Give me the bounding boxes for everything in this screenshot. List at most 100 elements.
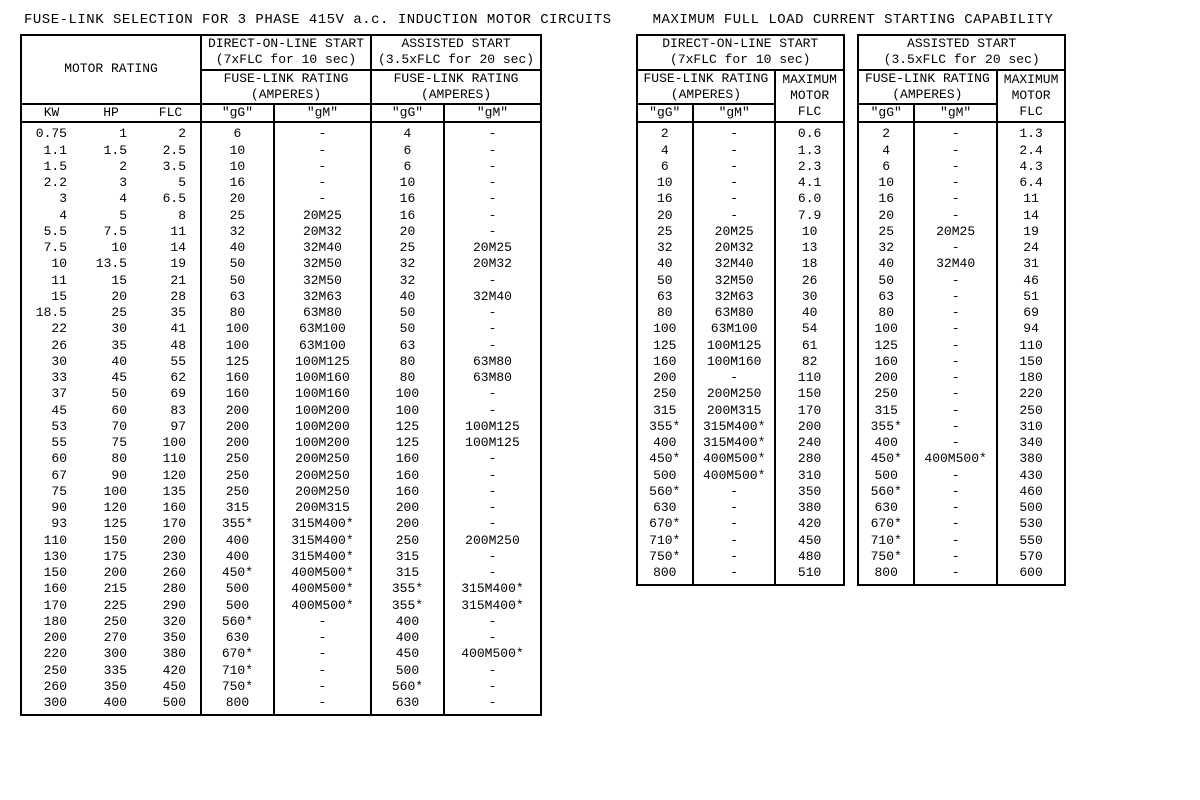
cell-dol-gm: -: [274, 191, 371, 207]
left-block: FUSE-LINK SELECTION FOR 3 PHASE 415V a.c…: [20, 12, 612, 716]
table-row: 6790120250200M250160-: [21, 468, 541, 484]
cell-dol-gm: 100M160: [274, 386, 371, 402]
cell-gm: 20M25: [914, 224, 996, 240]
cell-hp: 13.5: [81, 256, 141, 272]
cell-hp: 1: [81, 126, 141, 142]
cell-assist-gm: 20M25: [444, 240, 541, 256]
cell-maxflc: 340: [997, 435, 1066, 451]
cell-gm: -: [914, 191, 996, 207]
cell-assist-gm: -: [444, 191, 541, 207]
cell-hp: 90: [81, 468, 141, 484]
cell-hp: 400: [81, 695, 141, 711]
cell-flc: 28: [141, 289, 201, 305]
cell-gm: 100M125: [693, 338, 775, 354]
cell-gm: -: [914, 338, 996, 354]
table-row: 6-4.3: [858, 159, 1065, 175]
cell-hp: 50: [81, 386, 141, 402]
cell-assist-gm: 200M250: [444, 533, 541, 549]
cell-hp: 80: [81, 451, 141, 467]
table-row: 200-180: [858, 370, 1065, 386]
cell-dol-gg: 80: [201, 305, 274, 321]
cell-hp: 15: [81, 273, 141, 289]
cell-gm: -: [693, 143, 775, 159]
cell-assist-gm: 63M80: [444, 370, 541, 386]
table-row: 10-4.1: [637, 175, 844, 191]
hdr-dol: DIRECT-ON-LINE START (7xFLC for 10 sec): [201, 35, 371, 70]
cell-gg: 710*: [858, 533, 915, 549]
cell-gm: -: [914, 159, 996, 175]
cell-flc: 83: [141, 403, 201, 419]
cell-assist-gg: 560*: [371, 679, 444, 695]
cell-assist-gg: 200: [371, 516, 444, 532]
cell-gm: -: [914, 305, 996, 321]
hdr-maxflc-dol-l1: MAXIMUM: [782, 72, 837, 88]
cell-gg: 200: [858, 370, 915, 386]
table-row: 125100M12561: [637, 338, 844, 354]
cell-assist-gg: 200: [371, 500, 444, 516]
hdr-fuse-assist-r-l1: FUSE-LINK RATING: [865, 71, 990, 87]
cell-gm: 400M500*: [914, 451, 996, 467]
cell-flc: 5: [141, 175, 201, 191]
cell-kw: 200: [21, 630, 81, 646]
cell-flc: 350: [141, 630, 201, 646]
cell-gg: 630: [858, 500, 915, 516]
cell-gg: 6: [858, 159, 915, 175]
cell-hp: 10: [81, 240, 141, 256]
cell-gg: 100: [637, 321, 694, 337]
cell-kw: 75: [21, 484, 81, 500]
cell-assist-gm: 32M40: [444, 289, 541, 305]
cell-assist-gm: -: [444, 663, 541, 679]
cell-assist-gg: 25: [371, 240, 444, 256]
cell-dol-gg: 710*: [201, 663, 274, 679]
cell-assist-gm: -: [444, 549, 541, 565]
table-row: 375069160100M160100-: [21, 386, 541, 402]
hdr-fuse-dol-r-l2: (AMPERES): [644, 87, 769, 103]
cell-gm: -: [693, 370, 775, 386]
cell-assist-gg: 100: [371, 386, 444, 402]
table-row: 200270350630-400-: [21, 630, 541, 646]
cell-assist-gm: 100M125: [444, 435, 541, 451]
cell-hp: 1.5: [81, 143, 141, 159]
hdr-dol-gg: "gG": [201, 104, 274, 122]
cell-assist-gm: -: [444, 143, 541, 159]
cell-gm: -: [693, 175, 775, 191]
cell-maxflc: 26: [775, 273, 844, 289]
cell-assist-gg: 32: [371, 256, 444, 272]
cell-gm: 400M500*: [693, 468, 775, 484]
cell-dol-gg: 400: [201, 549, 274, 565]
table-row: 300400500800-630-: [21, 695, 541, 711]
table-row: 1520286332M634032M40: [21, 289, 541, 305]
cell-flc: 41: [141, 321, 201, 337]
cell-gg: 16: [637, 191, 694, 207]
cell-assist-gm: -: [444, 224, 541, 240]
hdr-dol-r-l2: (7xFLC for 10 sec): [644, 52, 837, 68]
cell-assist-gg: 315: [371, 565, 444, 581]
cell-gm: 63M100: [693, 321, 775, 337]
cell-dol-gg: 100: [201, 338, 274, 354]
cell-dol-gm: 32M40: [274, 240, 371, 256]
cell-assist-gg: 400: [371, 614, 444, 630]
cell-hp: 3: [81, 175, 141, 191]
cell-assist-gm: -: [444, 451, 541, 467]
table-row: 22304110063M10050-: [21, 321, 541, 337]
table-row: 1115215032M5032-: [21, 273, 541, 289]
cell-gm: -: [914, 500, 996, 516]
cell-dol-gm: 315M400*: [274, 516, 371, 532]
cell-kw: 5.5: [21, 224, 81, 240]
cell-dol-gg: 20: [201, 191, 274, 207]
hdr-fuse-assist-l1: FUSE-LINK RATING: [378, 71, 534, 87]
cell-flc: 48: [141, 338, 201, 354]
cell-kw: 3: [21, 191, 81, 207]
cell-maxflc: 0.6: [775, 126, 844, 142]
table-row: 670*-530: [858, 516, 1065, 532]
cell-maxflc: 480: [775, 549, 844, 565]
cell-hp: 60: [81, 403, 141, 419]
cell-assist-gm: -: [444, 484, 541, 500]
cell-flc: 260: [141, 565, 201, 581]
table-row: 2-0.6: [637, 126, 844, 142]
cell-flc: 200: [141, 533, 201, 549]
table-row: 500400M500*310: [637, 468, 844, 484]
cell-assist-gg: 20: [371, 224, 444, 240]
cell-gg: 4: [858, 143, 915, 159]
table-row: 200-110: [637, 370, 844, 386]
